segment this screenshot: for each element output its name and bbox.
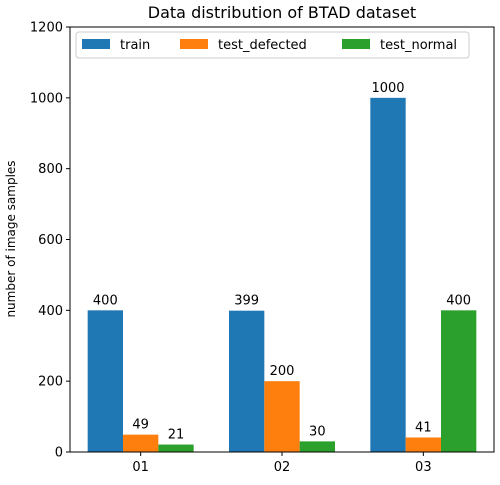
bar-test_normal-02 <box>299 441 335 452</box>
bar-train-03 <box>370 97 406 452</box>
legend-swatch-train <box>82 39 110 49</box>
y-tick-label: 200 <box>38 375 63 390</box>
y-tick-label: 400 <box>38 304 63 319</box>
bar-test_defected-01 <box>123 434 159 452</box>
legend-label-test_defected: test_defected <box>218 38 307 53</box>
bar-value-label: 49 <box>132 418 149 433</box>
bar-test_defected-03 <box>405 437 441 452</box>
bar-value-label: 400 <box>446 293 471 308</box>
bar-value-label: 200 <box>270 364 295 379</box>
legend-swatch-test_defected <box>180 39 208 49</box>
chart-title: Data distribution of BTAD dataset <box>148 3 416 22</box>
x-tick-label: 03 <box>415 460 432 475</box>
legend-label-train: train <box>120 38 150 53</box>
bar-value-label: 41 <box>415 420 432 435</box>
bar-value-label: 400 <box>93 293 118 308</box>
bar-train-02 <box>229 310 265 452</box>
y-tick-label: 800 <box>38 162 63 177</box>
legend: train test_defected test_normal <box>75 31 470 59</box>
bar-test_normal-03 <box>441 310 477 452</box>
bar-value-label: 21 <box>168 428 185 443</box>
bar-train-01 <box>87 310 123 452</box>
y-tick-label: 1000 <box>30 91 63 106</box>
x-tick-label: 02 <box>274 460 291 475</box>
y-tick-label: 0 <box>55 446 63 461</box>
plot-area: 400 399 1000 49 200 41 21 30 400 0 200 400 600 800 100… <box>30 21 495 475</box>
y-tick-label: 600 <box>38 233 63 248</box>
legend-label-test_normal: test_normal <box>380 38 457 53</box>
legend-box <box>75 31 470 59</box>
y-axis-label: number of image samples <box>4 160 18 317</box>
bar-value-label: 30 <box>309 424 326 439</box>
bar-test_normal-01 <box>158 444 194 452</box>
x-tick-label: 01 <box>132 460 149 475</box>
bar-value-label: 1000 <box>371 81 404 96</box>
legend-swatch-test_normal <box>342 39 370 49</box>
bar-test_defected-02 <box>264 381 300 452</box>
y-tick-label: 1200 <box>30 21 63 36</box>
bar-value-label: 399 <box>234 294 259 309</box>
